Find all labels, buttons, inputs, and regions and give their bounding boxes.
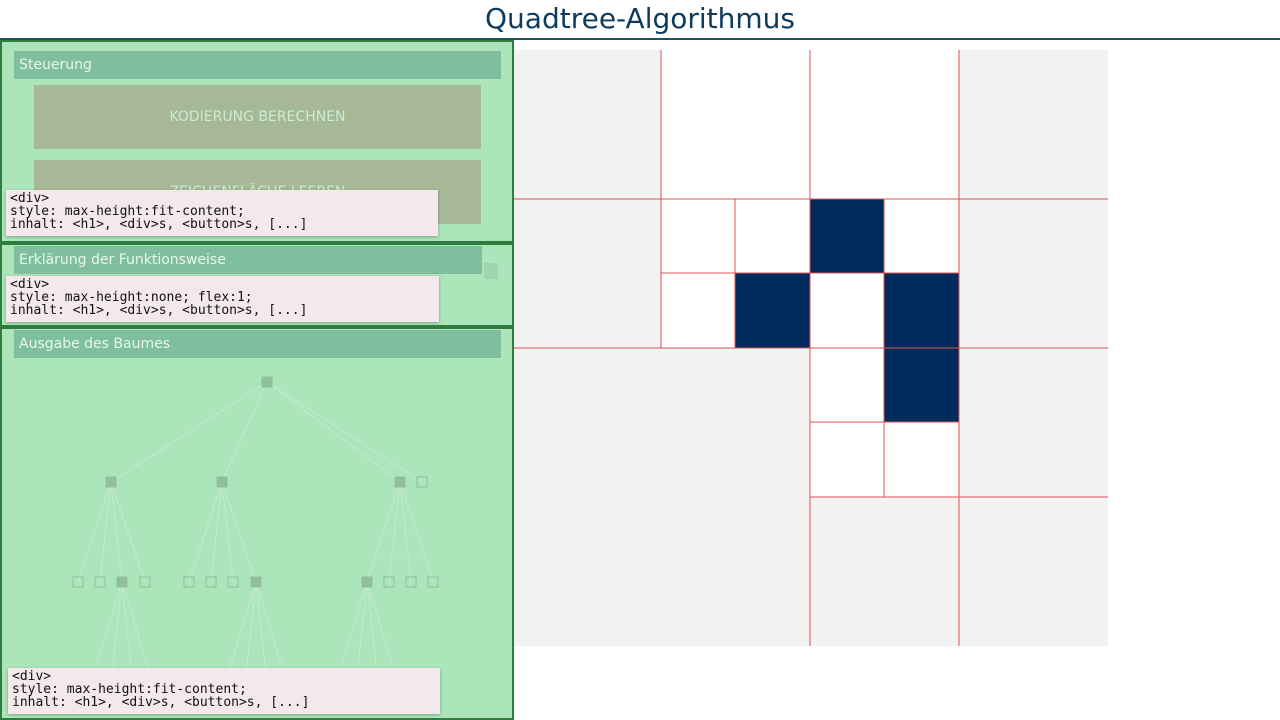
panel-heading: Ausgabe des Baumes bbox=[14, 330, 501, 358]
inspector-style: style: max-height:fit-content; bbox=[10, 204, 245, 219]
inspector-tooltip: <div> style: max-height:none; flex:1; inha… bbox=[6, 276, 439, 322]
inspector-style: style: max-height:fit-content; bbox=[12, 682, 247, 697]
inspector-tag: <div> bbox=[10, 277, 50, 292]
quadtree-canvas bbox=[512, 50, 1108, 646]
panel-heading: Steuerung bbox=[14, 51, 501, 79]
page-title: Quadtree-Algorithmus bbox=[485, 2, 795, 35]
tree-panel: Ausgabe des Baumes bbox=[0, 327, 514, 720]
scrollbar[interactable] bbox=[484, 263, 498, 279]
inspector-content: inhalt: <h1>, <div>s, <button>s, [...] bbox=[12, 695, 310, 710]
title-rule bbox=[0, 38, 1280, 40]
inspector-tag: <div> bbox=[10, 191, 50, 206]
quadtree-lines bbox=[512, 50, 1108, 646]
panel-heading: Erklärung der Funktionsweise bbox=[14, 246, 482, 274]
inspector-tooltip: <div> style: max-height:fit-content; inhal… bbox=[6, 190, 438, 236]
inspector-tag: <div> bbox=[12, 669, 52, 684]
inspector-content: inhalt: <h1>, <div>s, <button>s, [...] bbox=[10, 303, 308, 318]
inspector-content: inhalt: <h1>, <div>s, <button>s, [...] bbox=[10, 217, 308, 232]
inspector-tooltip: <div> style: max-height:fit-content; inhal… bbox=[8, 668, 440, 714]
tree-diagram bbox=[72, 376, 439, 675]
compute-button[interactable]: KODIERUNG BERECHNEN bbox=[34, 85, 481, 149]
inspector-style: style: max-height:none; flex:1; bbox=[10, 290, 253, 305]
filled-cells bbox=[735, 199, 959, 422]
